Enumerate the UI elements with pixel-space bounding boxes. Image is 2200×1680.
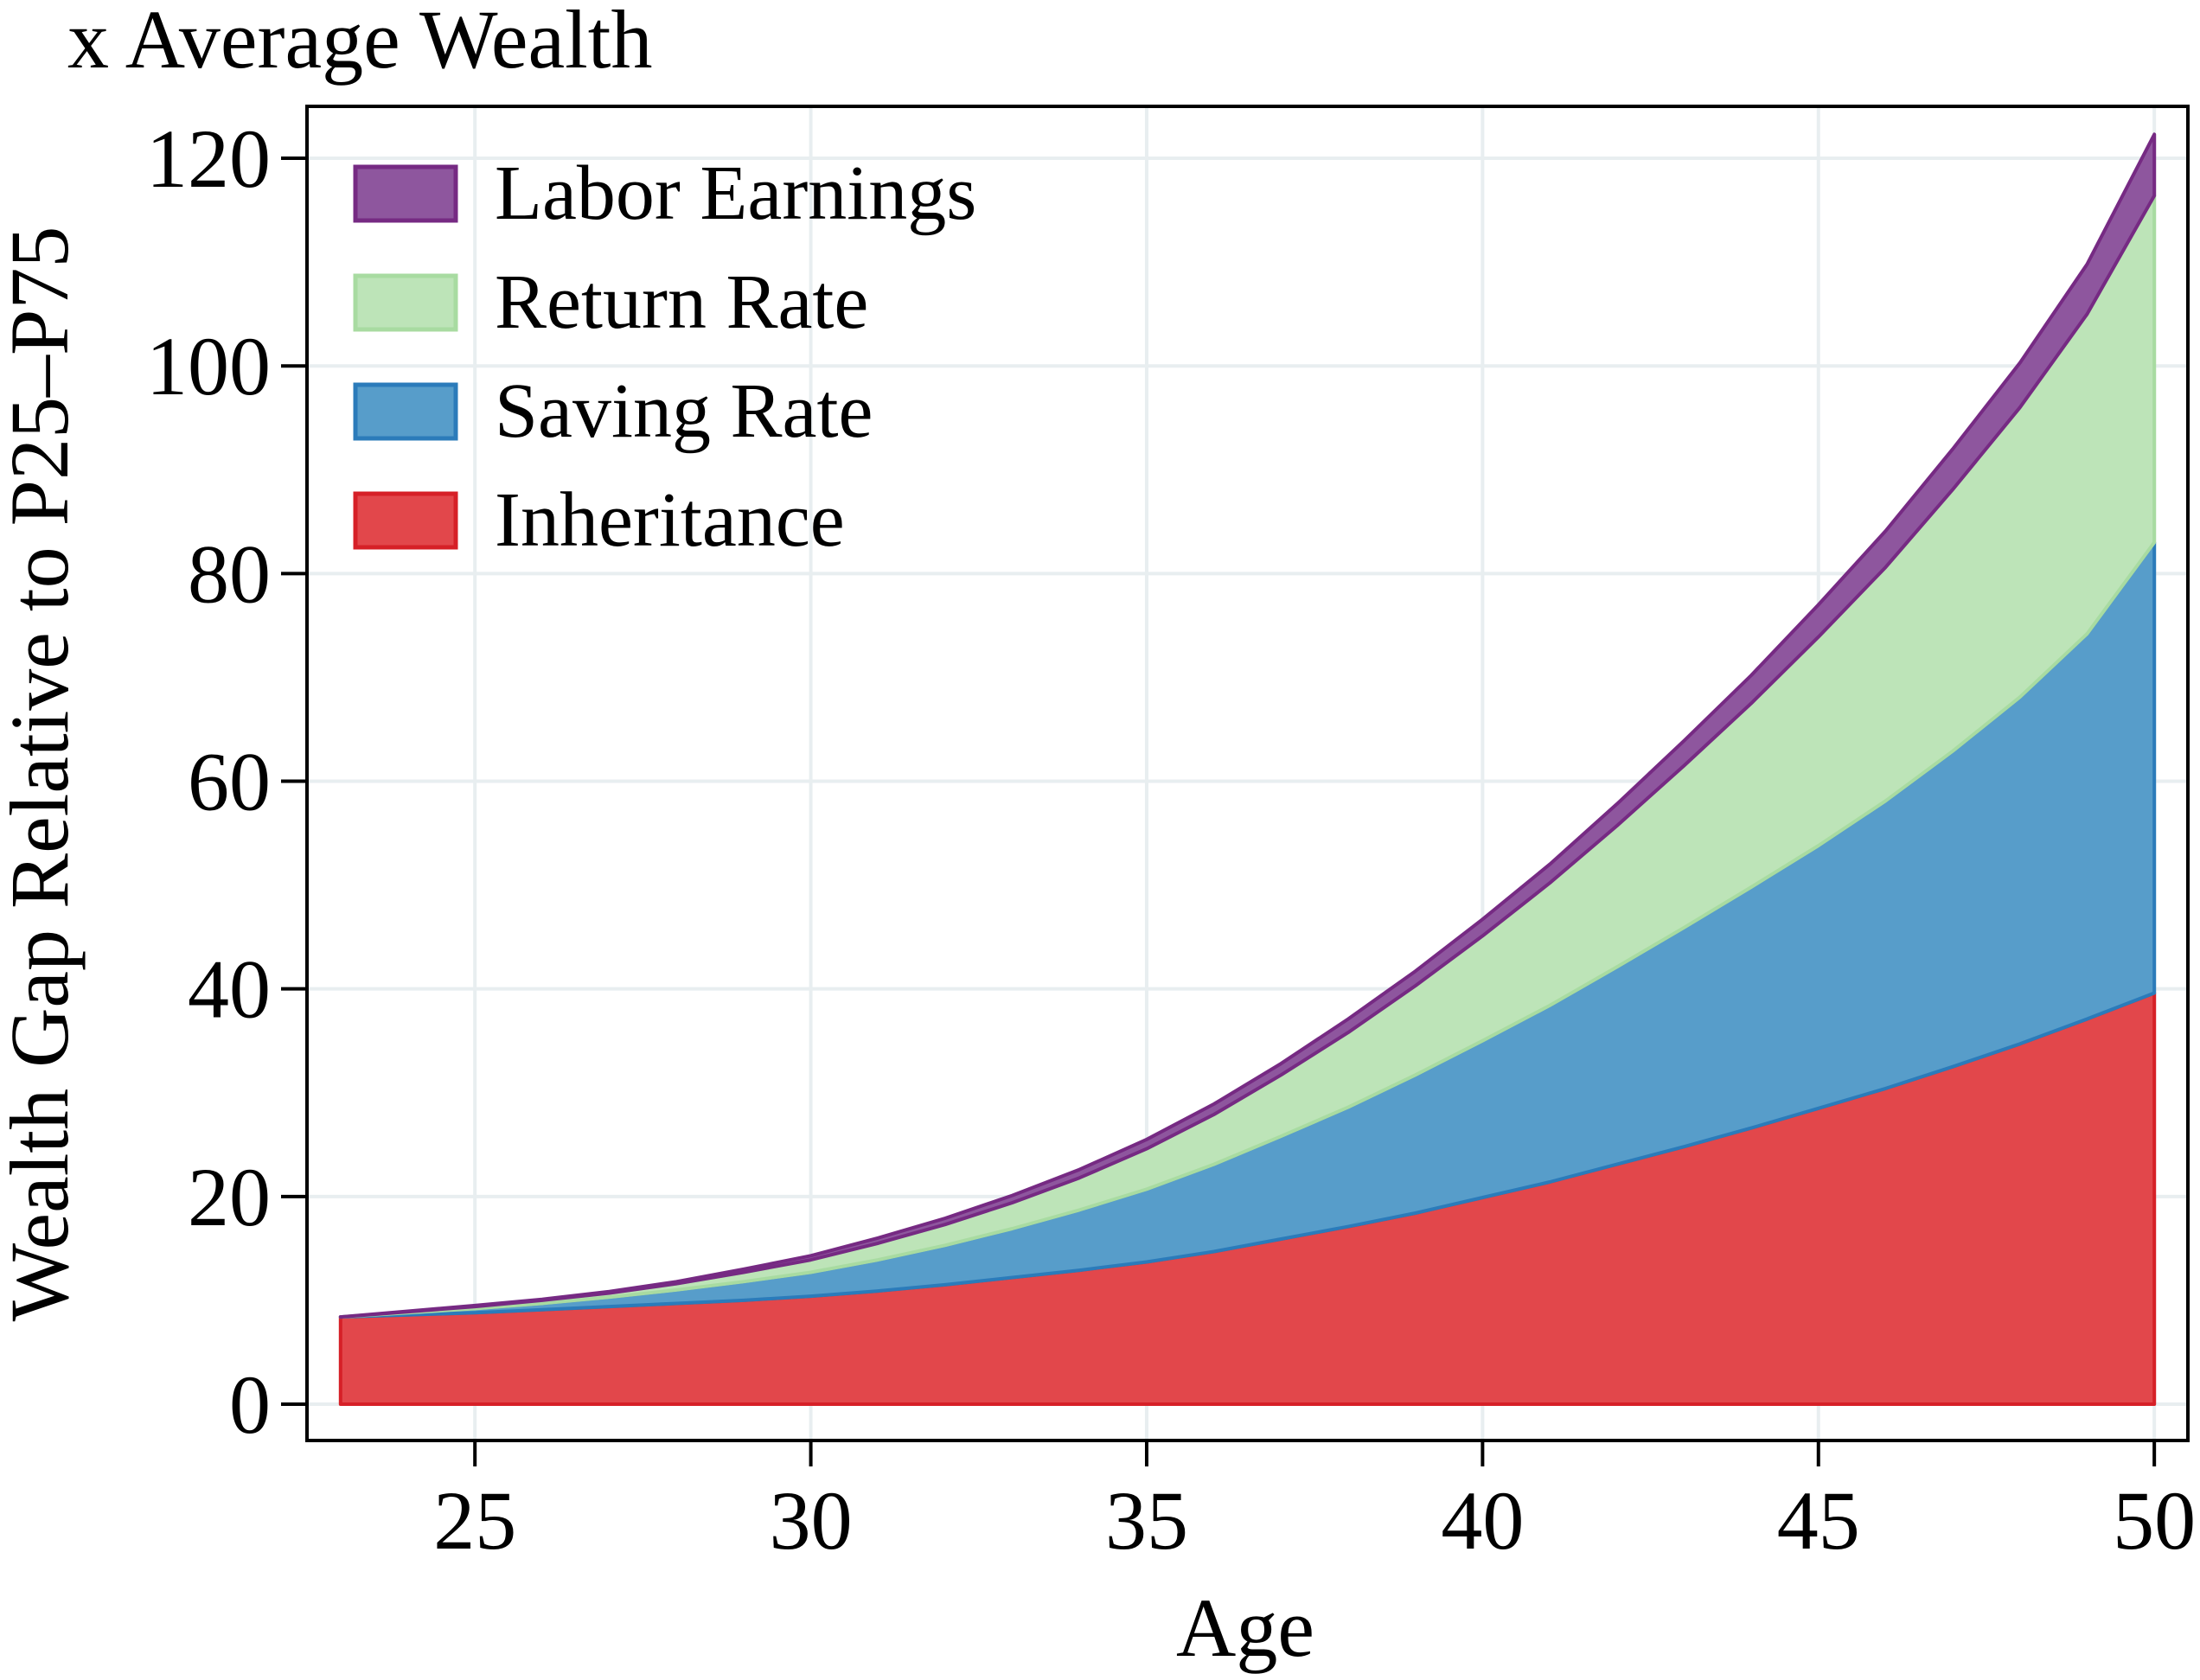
y-tick-label: 0 <box>229 1358 271 1451</box>
x-tick-label: 40 <box>1441 1474 1524 1567</box>
legend-label-return-rate: Return Rate <box>495 259 868 345</box>
legend-label-labor-earnings: Labor Earnings <box>495 150 976 236</box>
y-tick-label: 60 <box>188 736 271 828</box>
x-axis-title: Age <box>1176 1581 1314 1674</box>
unit-label: x Average Wealth <box>67 0 652 86</box>
legend-swatch-inheritance <box>353 491 458 550</box>
areas <box>338 132 2157 1406</box>
x-tick-label: 45 <box>1777 1474 1860 1567</box>
legend-swatch-saving-rate <box>353 382 458 441</box>
y-tick-label: 120 <box>146 112 271 205</box>
y-tick-label: 80 <box>188 527 271 620</box>
x-tick-label: 25 <box>433 1474 516 1567</box>
x-tick-label: 35 <box>1105 1474 1188 1567</box>
y-axis-title: Wealth Gap Relative to P25–P75 <box>0 227 86 1322</box>
x-axis: 25 30 35 40 45 50 <box>433 1440 2196 1567</box>
legend-label-saving-rate: Saving Rate <box>495 368 873 454</box>
plot-frame <box>305 105 2190 1442</box>
x-tick-label: 50 <box>2113 1474 2196 1567</box>
y-tick-label: 20 <box>188 1151 271 1243</box>
y-axis: 0 20 40 60 80 100 120 <box>146 112 307 1451</box>
legend-swatch-return-rate <box>353 273 458 332</box>
area-labor-earnings <box>338 132 2157 1319</box>
y-tick-label: 100 <box>146 320 271 412</box>
legend: Labor Earnings Return Rate Saving Rate Inhe… <box>353 150 976 563</box>
x-tick-label: 30 <box>770 1474 853 1567</box>
y-tick-label: 40 <box>188 943 271 1036</box>
legend-label-inheritance: Inheritance <box>495 477 845 563</box>
legend-swatch-labor-earnings <box>353 164 458 223</box>
